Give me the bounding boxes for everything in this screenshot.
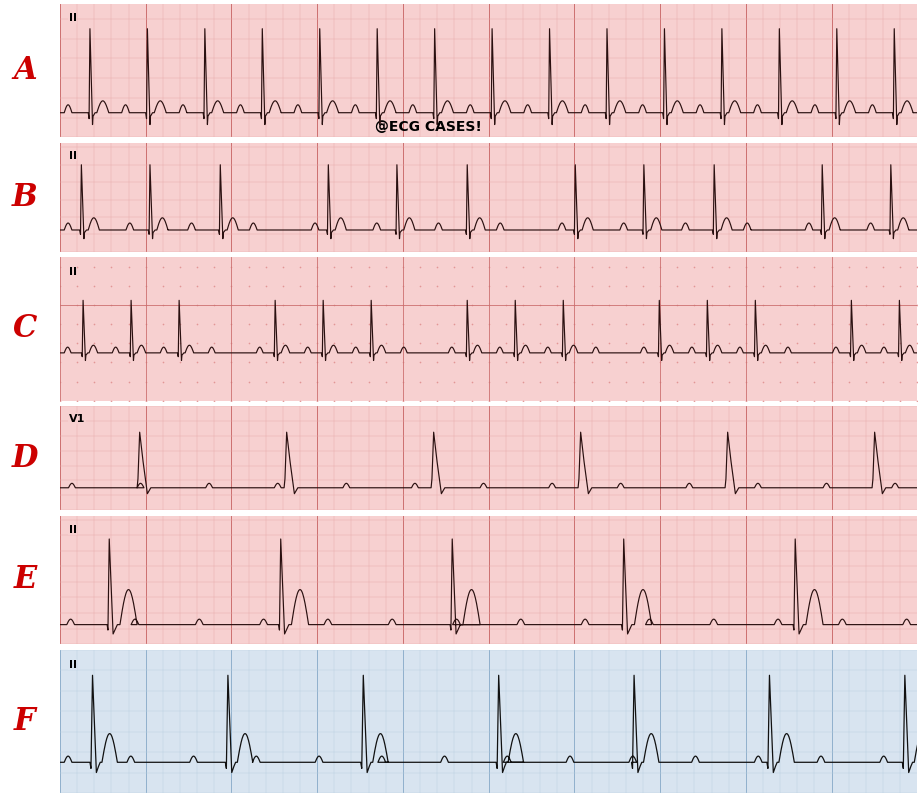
Text: V1: V1 — [68, 413, 85, 424]
Text: A: A — [13, 55, 37, 87]
Text: II: II — [68, 268, 77, 277]
Text: F: F — [14, 706, 36, 737]
Text: D: D — [12, 443, 38, 473]
Text: @ECG CASES!: @ECG CASES! — [375, 119, 482, 134]
Text: II: II — [68, 660, 77, 670]
Text: II: II — [68, 14, 77, 23]
Text: II: II — [68, 525, 77, 534]
Text: C: C — [13, 313, 37, 344]
Text: B: B — [12, 182, 38, 213]
Text: E: E — [13, 565, 37, 595]
Text: II: II — [68, 151, 77, 161]
